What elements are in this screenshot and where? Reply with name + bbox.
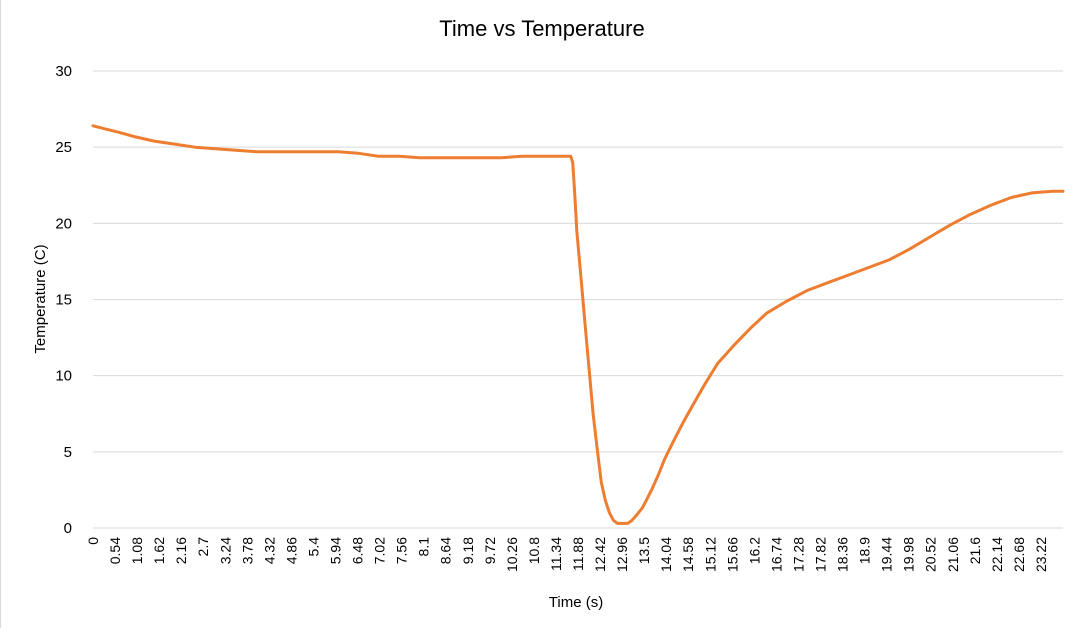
- x-tick-label: 12.42: [592, 537, 608, 572]
- y-tick-label: 0: [64, 520, 72, 537]
- x-tick-label: 12.96: [614, 537, 630, 572]
- x-tick-label: 10.26: [504, 537, 520, 572]
- x-tick-label: 15.66: [724, 537, 740, 572]
- y-tick-label: 30: [55, 63, 72, 80]
- x-tick-label: 9.72: [482, 537, 498, 564]
- x-tick-label: 2.7: [195, 537, 211, 557]
- y-tick-label: 20: [55, 215, 72, 232]
- y-tick-label: 10: [55, 368, 72, 385]
- x-tick-label: 0.54: [107, 537, 123, 564]
- x-tick-label: 8.64: [438, 537, 454, 564]
- x-tick-label: 22.68: [1011, 537, 1027, 572]
- y-tick-label: 15: [55, 292, 72, 309]
- y-axis-ticks: 0 5 10 15 20 25 30: [55, 63, 72, 537]
- x-tick-label: 8.1: [416, 537, 432, 557]
- x-tick-label: 18.9: [857, 537, 873, 564]
- series-layer: [91, 124, 1065, 525]
- x-tick-label: 4.86: [283, 537, 299, 564]
- x-tick-label: 14.58: [680, 537, 696, 572]
- x-tick-label: 1.62: [151, 537, 167, 564]
- x-tick-label: 3.78: [239, 537, 255, 564]
- series-line: [91, 124, 1065, 525]
- y-axis-label: Temperature (C): [32, 244, 49, 353]
- x-tick-label: 23.22: [1033, 537, 1049, 572]
- x-tick-label: 16.74: [768, 537, 784, 572]
- x-tick-label: 16.2: [746, 537, 762, 564]
- x-tick-label: 9.18: [460, 537, 476, 564]
- gridlines: [93, 70, 1063, 529]
- x-tick-label: 6.48: [350, 537, 366, 564]
- y-tick-label: 5: [64, 444, 72, 461]
- x-tick-label: 21.06: [945, 537, 961, 572]
- x-tick-label: 22.14: [989, 537, 1005, 572]
- x-tick-label: 13.5: [636, 537, 652, 564]
- x-tick-label: 5.94: [328, 537, 344, 564]
- x-axis-label: Time (s): [549, 594, 603, 611]
- x-tick-label: 21.6: [967, 537, 983, 564]
- x-tick-label: 18.36: [835, 537, 851, 572]
- x-tick-label: 4.32: [261, 537, 277, 564]
- x-tick-label: 5.4: [305, 537, 321, 557]
- x-tick-label: 11.34: [548, 537, 564, 571]
- x-tick-label: 17.28: [790, 537, 806, 572]
- x-tick-label: 0: [85, 537, 101, 545]
- x-tick-label: 15.12: [702, 537, 718, 572]
- x-tick-label: 14.04: [658, 537, 674, 572]
- chart-title: Time vs Temperature: [439, 16, 644, 41]
- x-tick-label: 20.52: [923, 537, 939, 572]
- x-tick-label: 17.82: [813, 537, 829, 572]
- x-tick-label: 7.02: [372, 537, 388, 564]
- x-tick-label: 19.44: [879, 537, 895, 572]
- x-axis-ticks: 0 0.54 1.08 1.62 2.16 2.7 3.24 3.78 4.32 4.86 5.4 5…: [85, 537, 1049, 572]
- x-tick-label: 3.24: [217, 537, 233, 564]
- x-tick-label: 19.98: [901, 537, 917, 572]
- x-tick-label: 2.16: [173, 537, 189, 564]
- x-tick-label: 10.8: [526, 537, 542, 564]
- x-tick-label: 7.56: [394, 537, 410, 564]
- x-tick-label: 11.88: [570, 537, 586, 571]
- x-tick-label: 1.08: [129, 537, 145, 564]
- y-tick-label: 25: [55, 139, 72, 156]
